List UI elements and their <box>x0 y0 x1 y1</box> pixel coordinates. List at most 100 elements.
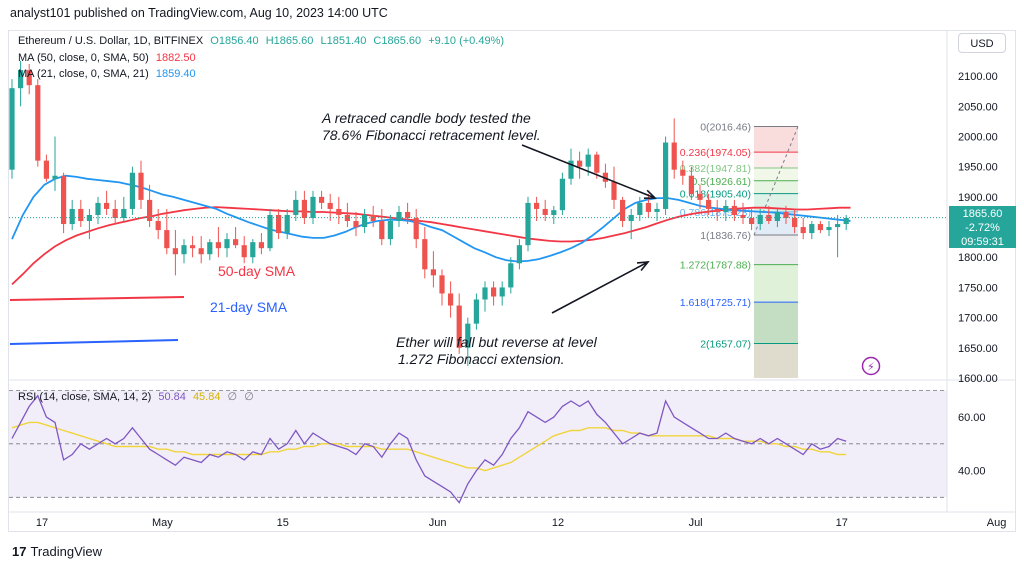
lightning-icon <box>861 356 881 376</box>
axes: 2100.002050.002000.001950.001900.001850.… <box>9 31 1015 529</box>
candle-body <box>26 70 32 86</box>
time-tick-label: Jul <box>689 517 703 529</box>
rsi-legend-extra-1: ∅ <box>227 391 238 403</box>
candle-body <box>258 242 264 249</box>
candle-body <box>551 210 557 215</box>
rsi-line <box>11 394 847 504</box>
fib-zone <box>754 168 798 181</box>
last-price-value: 1865.60 <box>962 208 1003 220</box>
ma50-legend[interactable]: MA (50, close, 0, SMA, 50) 1882.50 <box>18 52 196 64</box>
candle-body <box>215 242 221 249</box>
candle-body <box>723 205 729 212</box>
candle-body <box>697 193 703 200</box>
annotations: 50-day SMA 21-day SMA A retraced candle bo… <box>9 110 881 376</box>
rsi-tick-label: 60.00 <box>958 412 986 424</box>
fib-level-label: 1(1836.76) <box>700 230 751 242</box>
candlesticks <box>9 61 947 366</box>
ma21-legend-value: 1859.40 <box>155 68 196 80</box>
fib-level-label: 1.272(1787.88) <box>680 260 751 272</box>
rsi-tick-label: 40.00 <box>958 466 986 478</box>
candle-body <box>430 269 436 276</box>
candle-body <box>482 287 488 300</box>
candle-body <box>835 224 841 228</box>
extension-note-line2: 1.272 Fibonacci extension. <box>398 351 565 367</box>
candle-body <box>241 245 247 258</box>
fib-zone <box>754 264 798 303</box>
fib-zone <box>754 235 798 265</box>
ma21-legend[interactable]: MA (21, close, 0, SMA, 21) 1859.40 <box>18 68 196 80</box>
fib-zone <box>754 302 798 344</box>
ohlc-high: H1865.60 <box>265 35 314 47</box>
candle-body <box>35 85 41 161</box>
candle-body <box>181 245 187 255</box>
last-price-tag: 1865.60 -2.72% 09:59:31 <box>949 206 1016 248</box>
candle-body <box>491 287 497 297</box>
time-tick-label: Aug <box>987 517 1007 529</box>
candle-body <box>688 175 694 194</box>
candle-body <box>800 227 806 234</box>
fib-level-label: 0.5(1926.61) <box>691 176 751 188</box>
candle-body <box>284 214 290 234</box>
candle-body <box>121 208 127 218</box>
candle-body <box>336 208 342 215</box>
candle-body <box>559 178 565 211</box>
candle-body <box>568 160 574 179</box>
tradingview-logo[interactable]: 17 TradingView <box>12 544 103 559</box>
retracement-arrow <box>521 144 656 199</box>
candle-body <box>439 275 445 294</box>
retracement-note-line1: A retraced candle body tested the <box>321 110 531 126</box>
candle-body <box>620 199 626 222</box>
candle-body <box>69 208 75 225</box>
candle-body <box>9 88 15 170</box>
candle-body <box>508 263 514 288</box>
candle-body <box>757 214 763 225</box>
candle-body <box>224 239 230 249</box>
candle-body <box>465 323 471 348</box>
price-tick-label: 1950.00 <box>958 162 998 174</box>
fib-zone <box>754 126 798 153</box>
candle-body <box>534 202 540 209</box>
candle-body <box>499 287 505 297</box>
candle-body <box>448 293 454 306</box>
candle-body <box>310 196 316 218</box>
price-tick-label: 1650.00 <box>958 343 998 355</box>
candle-body <box>792 218 798 228</box>
retracement-arrow-head <box>643 189 657 200</box>
candle-body <box>654 208 660 212</box>
candle-body <box>207 242 213 255</box>
candle-body <box>78 208 84 222</box>
currency-button[interactable]: USD <box>958 33 1006 53</box>
ma50-legend-value: 1882.50 <box>155 52 196 64</box>
candle-body <box>327 202 333 209</box>
price-tick-label: 2000.00 <box>958 131 998 143</box>
time-tick-label: 17 <box>36 517 48 529</box>
symbol-title: Ethereum / U.S. Dollar, 1D, BITFINEX <box>18 35 204 47</box>
rsi-pane: 60.00 40.00 <box>9 389 986 504</box>
candle-body <box>731 205 737 215</box>
candle-body <box>155 221 161 231</box>
extension-note-line1: Ether will fall but reverse at level <box>396 334 598 350</box>
candle-body <box>319 196 325 203</box>
candle-body <box>637 202 643 215</box>
rsi-legend[interactable]: RSI (14, close, SMA, 14, 2) 50.84 45.84 … <box>18 390 254 403</box>
price-tick-label: 2050.00 <box>958 101 998 113</box>
candle-body <box>396 211 402 222</box>
ma50-legend-label: MA (50, close, 0, SMA, 50) <box>18 52 149 64</box>
candle-body <box>164 230 170 249</box>
ma21-annotation: 21-day SMA <box>210 299 288 315</box>
ohlc-low: L1851.40 <box>320 35 367 47</box>
candle-body <box>817 224 823 231</box>
rsi-ma-line <box>11 421 847 472</box>
candle-body <box>138 172 144 200</box>
candle-body <box>362 214 368 228</box>
candle-body <box>525 202 531 246</box>
fib-level-label: 0.236(1974.05) <box>680 147 751 159</box>
retracement-note-line2: 78.6% Fibonacci retracement level. <box>322 127 541 143</box>
candle-body <box>473 299 479 324</box>
candle-body <box>52 175 58 179</box>
ma21-legend-label: MA (21, close, 0, SMA, 21) <box>18 68 149 80</box>
fib-zone <box>754 152 798 169</box>
candle-body <box>740 214 746 218</box>
candle-body <box>671 142 677 170</box>
